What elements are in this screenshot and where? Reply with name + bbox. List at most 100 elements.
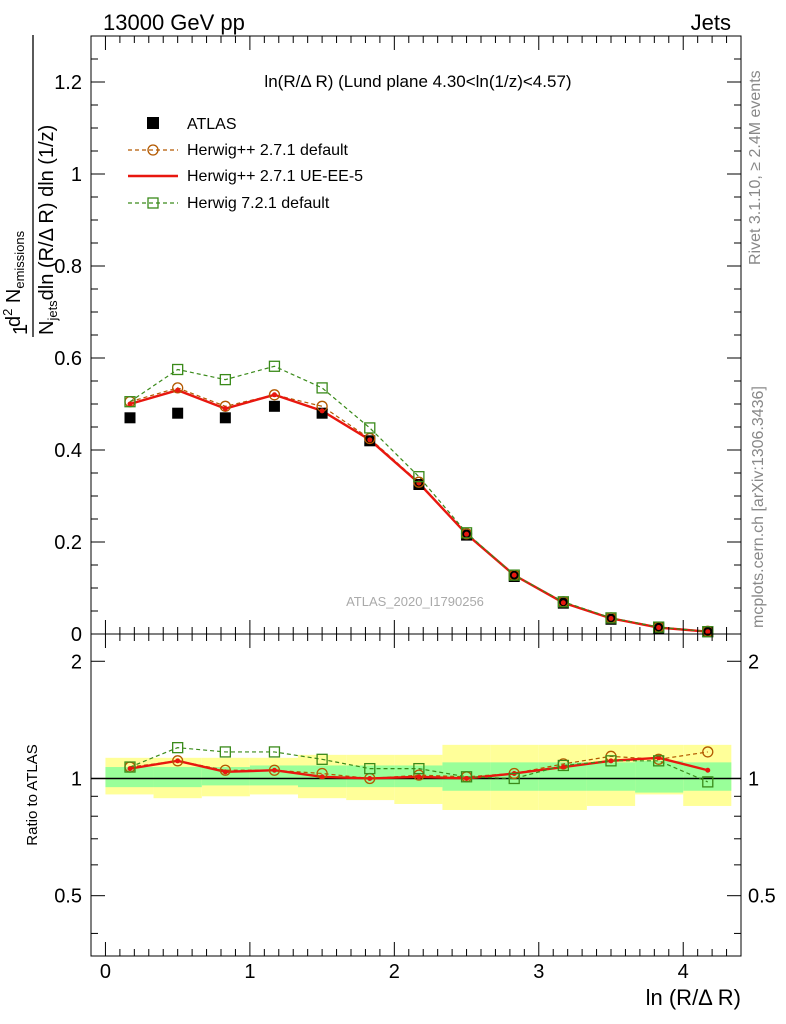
- main-point-herwigpp-default-2: [219, 400, 231, 412]
- ratio-point-herwigpp-default-2: [219, 764, 231, 776]
- main-point-herwig7-default-2: [219, 373, 231, 386]
- y-label-d: d: [3, 316, 25, 327]
- legend-label-atlas: ATLAS: [187, 116, 237, 133]
- ratio-point-herwig7-default-1: [172, 741, 184, 754]
- legend-marker-atlas: [147, 117, 159, 129]
- ratio-point-herwig7-default-3: [268, 746, 281, 758]
- ratio-frame: [90, 633, 742, 957]
- main-point-herwigpp-ueee5-2: [222, 406, 228, 412]
- ratio-point-herwigpp-ueee5-3: [271, 767, 277, 773]
- ratio-point-herwig7-default-11: [653, 755, 665, 767]
- main-axis-ticks: 0 0.2 0.4 0.6 0.8 1 1.2: [54, 35, 742, 646]
- main-point-herwigpp-ueee5-7: [464, 531, 470, 537]
- main-markers: [124, 360, 714, 638]
- y-label-denominator: Njetsdln (R/Δ R) dln (1/z): [36, 125, 60, 335]
- main-y-tick-label: 1.2: [54, 72, 82, 94]
- y-label-dln: dln (R/Δ R) dln (1/z): [36, 125, 58, 301]
- legend-marker-herwigpp-default: [147, 144, 159, 156]
- main-point-herwigpp-ueee5-1: [175, 387, 181, 393]
- main-point-herwig7-default-3: [268, 360, 281, 372]
- ratio-point-herwig7-default-5: [364, 762, 376, 775]
- main-y-tick-label: 0.6: [54, 348, 82, 370]
- ratio-point-herwig7-default-4: [316, 753, 328, 765]
- band-inner-10: [586, 762, 636, 791]
- main-point-herwig7-default-0: [124, 396, 136, 408]
- main-point-atlas-2: [219, 412, 231, 424]
- ratio-y-tick-label: 2: [71, 651, 82, 673]
- ratio-point-herwigpp-ueee5-9: [560, 764, 566, 770]
- main-point-herwigpp-ueee5-3: [271, 392, 277, 398]
- ratio-point-herwigpp-ueee5-4: [319, 774, 325, 780]
- band-inner-8: [490, 762, 539, 791]
- main-point-herwig7-default-5: [364, 422, 376, 434]
- ratio-point-herwigpp-default-6: [413, 769, 425, 781]
- ratio-y-tick-label-right: 2: [748, 651, 759, 673]
- analysis-label: ATLAS_2020_I1790256: [346, 594, 484, 609]
- ratio-y-tick-label: 0.5: [54, 886, 82, 908]
- x-tick-label: 4: [678, 961, 689, 983]
- ratio-markers: [124, 741, 714, 788]
- category-label: Jets: [691, 10, 731, 35]
- y-label-emissions: emissions: [12, 230, 27, 288]
- ratio-panel: 0.5 0.5 1 1 2 2: [54, 633, 776, 957]
- main-point-atlas-3: [268, 400, 280, 412]
- x-tick-label: 0: [100, 961, 111, 983]
- main-point-herwig7-default-12: [702, 626, 714, 638]
- band-inner-0: [105, 767, 154, 788]
- main-point-herwig7-default-7: [460, 527, 473, 539]
- ratio-point-herwigpp-ueee5-1: [175, 758, 181, 764]
- ratio-point-herwigpp-default-1: [172, 755, 184, 767]
- main-point-herwigpp-ueee5-0: [127, 401, 133, 407]
- energy-label: 13000 GeV pp: [103, 10, 245, 35]
- ratio-point-herwigpp-default-12: [702, 746, 714, 758]
- y-label-n-emissions: N: [3, 289, 25, 309]
- ratio-y-tick-label-right: 0.5: [748, 886, 776, 908]
- ratio-point-herwig7-default-9: [557, 759, 569, 772]
- main-y-tick-label: 0.2: [54, 532, 82, 554]
- main-point-herwig7-default-6: [413, 471, 425, 483]
- ratio-point-herwig7-default-6: [413, 762, 425, 775]
- main-point-herwig7-default-9: [557, 596, 569, 608]
- main-y-tick-label: 0.4: [54, 440, 82, 462]
- main-panel: 0 0.2 0.4 0.6 0.8 1 1.2: [54, 35, 742, 646]
- main-point-herwigpp-ueee5-4: [319, 408, 325, 414]
- y-label-numerator-one: 1: [10, 324, 32, 335]
- main-point-herwig7-default-11: [653, 621, 665, 633]
- ratio-point-herwigpp-ueee5-0: [127, 766, 133, 772]
- ratio-y-axis-label: Ratio to ATLAS: [24, 744, 41, 845]
- legend-label-herwigpp-ueee5: Herwig++ 2.7.1 UE-EE-5: [187, 168, 363, 185]
- main-y-tick-label: 0.8: [54, 256, 82, 278]
- x-axis-label: ln (R/Δ R): [646, 985, 741, 1010]
- main-point-atlas-1: [172, 407, 184, 419]
- ratio-y-tick-label: 1: [71, 768, 82, 790]
- legend-label-herwigpp-default: Herwig++ 2.7.1 default: [187, 142, 349, 159]
- main-point-herwigpp-ueee5-12: [705, 629, 711, 635]
- ratio-point-herwigpp-default-3: [268, 764, 281, 776]
- ratio-point-herwig7-default-8: [508, 772, 520, 785]
- chart-title: ln(R/Δ R) (Lund plane 4.30<ln(1/z)<4.57): [264, 72, 571, 91]
- ratio-axis-ticks: 0.5 0.5 1 1 2 2: [54, 634, 776, 956]
- main-point-herwig7-default-8: [508, 569, 520, 581]
- main-point-herwigpp-ueee5-11: [656, 625, 662, 631]
- main-y-axis-label: 1 d2 Nemissions Njetsdln (R/Δ R) dln (1/…: [0, 35, 60, 337]
- ratio-point-herwigpp-ueee5-12: [705, 767, 711, 773]
- ratio-point-herwigpp-ueee5-5: [367, 775, 373, 781]
- legend: ATLAS Herwig++ 2.7.1 default Herwig++ 2.…: [128, 116, 363, 212]
- rivet-label: Rivet 3.1.10, ≥ 2.4M events: [747, 70, 764, 265]
- ratio-point-herwig7-default-2: [219, 746, 231, 758]
- main-point-herwigpp-default-1: [172, 382, 184, 394]
- main-point-herwigpp-ueee5-9: [560, 600, 566, 606]
- legend-marker-herwig7-default: [147, 197, 159, 209]
- y-label-numerator: d2 Nemissions: [0, 230, 27, 327]
- mcplots-label: mcplots.cern.ch [arXiv:1306.3436]: [750, 386, 767, 628]
- main-point-herwig7-default-1: [172, 363, 184, 376]
- main-point-herwigpp-default-3: [268, 389, 281, 401]
- ratio-point-herwig7-default-12: [702, 776, 714, 788]
- main-y-tick-label: 1: [71, 164, 82, 186]
- main-point-herwigpp-ueee5-5: [367, 437, 373, 443]
- x-tick-label: 2: [389, 961, 400, 983]
- ratio-uncertainty-bands: [105, 744, 732, 810]
- ratio-y-tick-label-right: 1: [748, 768, 759, 790]
- y-label-n-jets: N: [36, 321, 58, 335]
